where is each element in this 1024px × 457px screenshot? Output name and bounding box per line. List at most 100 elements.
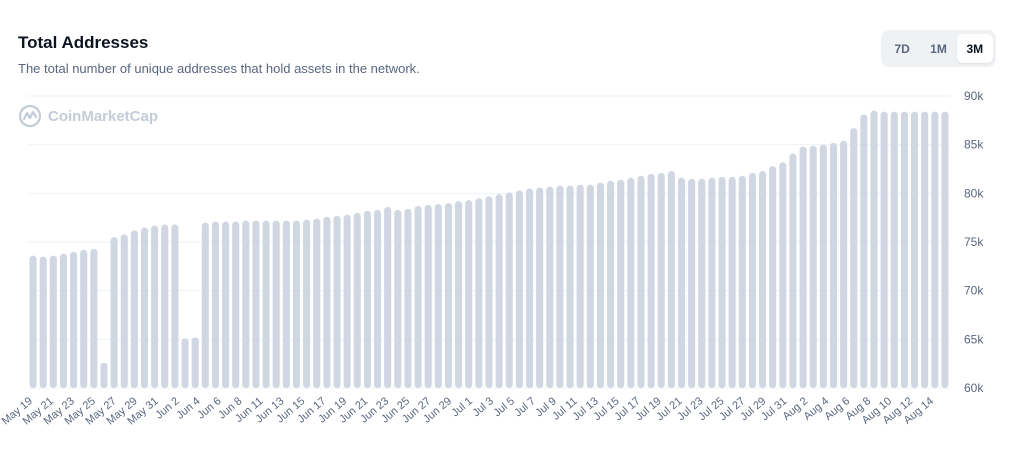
bar[interactable] <box>556 185 564 388</box>
bar[interactable] <box>313 218 321 388</box>
range-3m-button[interactable]: 3M <box>956 34 993 63</box>
bar[interactable] <box>890 111 898 388</box>
bar[interactable] <box>880 111 888 388</box>
bar[interactable] <box>698 178 706 388</box>
bar[interactable] <box>900 111 908 388</box>
bar[interactable] <box>718 176 726 388</box>
bar[interactable] <box>343 214 351 388</box>
bar[interactable] <box>536 187 544 388</box>
bar[interactable] <box>596 182 604 388</box>
bar[interactable] <box>120 234 128 388</box>
bar[interactable] <box>333 215 341 388</box>
range-1m-button[interactable]: 1M <box>930 41 947 56</box>
bar[interactable] <box>525 188 534 388</box>
bar[interactable] <box>394 209 402 388</box>
y-tick-label: 80k <box>964 186 984 200</box>
bar[interactable] <box>941 111 949 388</box>
bar[interactable] <box>769 166 777 388</box>
bar[interactable] <box>252 220 260 388</box>
bar[interactable] <box>607 180 615 388</box>
bar[interactable] <box>475 198 483 388</box>
bar[interactable] <box>910 111 919 388</box>
bar[interactable] <box>39 256 47 388</box>
bar[interactable] <box>840 140 848 388</box>
bar[interactable] <box>404 208 412 388</box>
bar[interactable] <box>485 196 493 388</box>
bar[interactable] <box>677 177 686 388</box>
bar[interactable] <box>637 175 645 388</box>
bar[interactable] <box>728 176 736 388</box>
bar[interactable] <box>759 170 767 388</box>
bar[interactable] <box>546 186 554 388</box>
bar[interactable] <box>191 337 199 388</box>
bar[interactable] <box>566 185 574 388</box>
bar[interactable] <box>70 251 78 388</box>
bar[interactable] <box>384 206 392 388</box>
bar[interactable] <box>181 338 189 388</box>
bar[interactable] <box>242 220 250 388</box>
bar[interactable] <box>424 205 432 388</box>
bar[interactable] <box>647 173 655 388</box>
bar[interactable] <box>90 248 98 388</box>
bar[interactable] <box>617 179 625 388</box>
bar[interactable] <box>738 175 746 388</box>
bar[interactable] <box>576 184 584 388</box>
bar[interactable] <box>586 184 594 388</box>
bar[interactable] <box>201 222 209 388</box>
bar[interactable] <box>130 230 138 388</box>
range-7d-button[interactable]: 7D <box>894 41 910 56</box>
bar[interactable] <box>140 227 149 388</box>
chart-subtitle: The total number of unique addresses tha… <box>18 61 420 76</box>
bar[interactable] <box>434 204 442 388</box>
bar[interactable] <box>860 114 868 389</box>
bar[interactable] <box>353 212 361 388</box>
bar[interactable] <box>850 128 858 388</box>
bar[interactable] <box>505 192 513 388</box>
bar[interactable] <box>465 200 473 388</box>
x-tick-label: Jul 7 <box>512 395 538 419</box>
bar[interactable] <box>211 221 219 388</box>
bar[interactable] <box>931 111 939 388</box>
y-tick-label: 90k <box>964 89 984 103</box>
bar[interactable] <box>292 220 301 388</box>
bar[interactable] <box>870 110 878 388</box>
bar[interactable] <box>323 216 331 388</box>
bar[interactable] <box>799 146 807 388</box>
bar[interactable] <box>49 255 57 388</box>
bar[interactable] <box>444 203 453 388</box>
bar[interactable] <box>455 201 463 388</box>
bar[interactable] <box>161 224 169 388</box>
bar[interactable] <box>232 221 240 388</box>
bar[interactable] <box>789 153 797 388</box>
bar[interactable] <box>819 144 827 388</box>
bar[interactable] <box>282 220 290 388</box>
bar[interactable] <box>657 172 665 388</box>
bar[interactable] <box>171 224 179 388</box>
bar[interactable] <box>151 225 159 388</box>
bar[interactable] <box>272 220 280 388</box>
bar[interactable] <box>110 237 118 388</box>
bar[interactable] <box>414 205 422 388</box>
x-tick-label: Jul 1 <box>450 395 476 419</box>
bar[interactable] <box>374 209 382 388</box>
bar[interactable] <box>59 253 68 388</box>
bar[interactable] <box>748 172 756 388</box>
bar[interactable] <box>29 255 37 388</box>
bar[interactable] <box>262 220 270 388</box>
bar[interactable] <box>515 190 523 388</box>
y-tick-label: 60k <box>964 381 984 395</box>
bar[interactable] <box>303 219 311 388</box>
bar[interactable] <box>829 142 838 388</box>
bar[interactable] <box>809 145 817 388</box>
bar[interactable] <box>222 221 230 388</box>
bar[interactable] <box>495 194 503 388</box>
bar[interactable] <box>779 162 787 388</box>
bar[interactable] <box>921 111 929 388</box>
bar[interactable] <box>667 170 675 388</box>
bar[interactable] <box>627 177 635 388</box>
bar[interactable] <box>100 362 108 388</box>
bar[interactable] <box>363 210 371 388</box>
bar[interactable] <box>708 177 716 388</box>
bar[interactable] <box>80 249 88 388</box>
bar[interactable] <box>688 178 696 388</box>
